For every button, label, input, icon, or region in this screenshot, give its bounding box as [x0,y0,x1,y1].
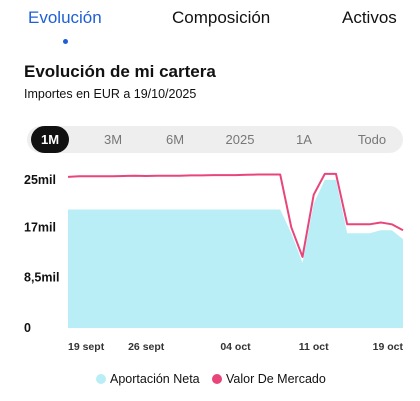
page-subtitle: Importes en EUR a 19/10/2025 [24,87,197,101]
range-1a-button[interactable]: 1A [296,132,312,147]
range-6m-button[interactable]: 6M [165,132,185,147]
x-tick-label: 26 sept [128,341,165,353]
tab-evolucion[interactable]: Evolución [28,8,102,27]
page-title: Evolución de mi cartera [24,62,216,81]
legend-swatch-line [212,374,222,384]
active-tab-indicator [63,39,68,44]
chart-legend: Aportación Neta Valor De Mercado [0,371,420,387]
tab-activos[interactable]: Activos [342,8,397,27]
x-tick-label: 19 oct [373,341,404,353]
series-area-aportacion-neta [68,179,403,328]
legend-swatch-area [96,374,106,384]
legend-label: Aportación Neta [110,372,200,386]
range-1m-button[interactable]: 1M [31,126,69,153]
view-tabs: Evolución Composición Activos [0,6,420,44]
y-tick-label: 0 [24,321,31,335]
range-selector: 1M 3M 6M 2025 1A Todo [27,126,403,153]
range-todo-button[interactable]: Todo [357,132,387,147]
range-2025-button[interactable]: 2025 [225,132,255,147]
x-tick-label: 04 oct [220,341,251,353]
legend-item-valor: Valor De Mercado [212,371,326,387]
legend-item-aportacion: Aportación Neta [96,371,200,387]
y-tick-label: 8,5mil [24,271,59,285]
x-tick-label: 19 sept [68,341,105,353]
range-3m-button[interactable]: 3M [103,132,123,147]
legend-label: Valor De Mercado [226,372,326,386]
portfolio-chart[interactable]: 0 8,5mil 17mil 25mil 19 sept 26 sept 04 oct 11 … [0,168,420,358]
x-tick-label: 11 oct [299,341,329,353]
series-line-valor-de-mercado [67,172,404,258]
tab-composicion[interactable]: Composición [172,8,271,27]
y-tick-label: 17mil [24,220,56,234]
y-tick-label: 25mil [24,173,56,187]
